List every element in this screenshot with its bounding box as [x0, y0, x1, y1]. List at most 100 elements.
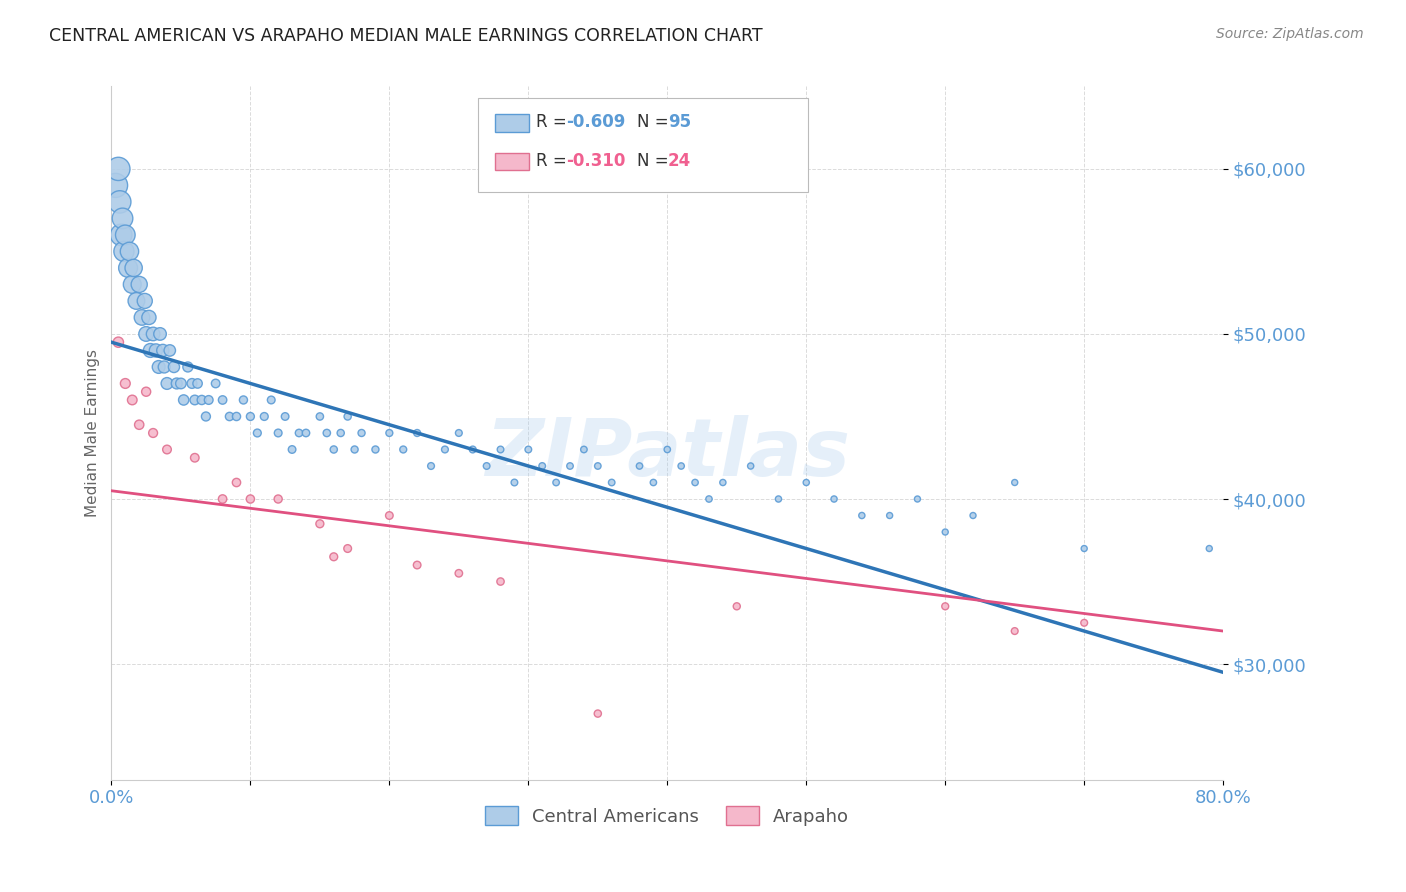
- Point: [600, 475, 623, 490]
- Point: [142, 425, 165, 440]
- Point: [181, 376, 204, 391]
- Text: -0.609: -0.609: [567, 113, 626, 131]
- Point: [572, 442, 595, 457]
- Point: [378, 508, 401, 523]
- Point: [586, 458, 609, 473]
- Text: N =: N =: [637, 152, 673, 169]
- Point: [364, 442, 387, 457]
- Point: [138, 310, 160, 325]
- Point: [166, 376, 188, 391]
- Point: [107, 335, 129, 350]
- Point: [112, 244, 135, 259]
- Point: [239, 491, 262, 506]
- Text: 95: 95: [668, 113, 690, 131]
- Text: R =: R =: [536, 152, 572, 169]
- Point: [122, 260, 145, 275]
- Point: [657, 442, 679, 457]
- Point: [246, 425, 269, 440]
- Point: [503, 475, 526, 490]
- Legend: Central Americans, Arapaho: Central Americans, Arapaho: [478, 799, 856, 833]
- Point: [173, 392, 195, 407]
- Point: [239, 409, 262, 424]
- Text: R =: R =: [536, 113, 572, 131]
- Point: [322, 549, 344, 564]
- Point: [697, 491, 720, 506]
- Point: [218, 409, 240, 424]
- Point: [125, 293, 148, 308]
- Point: [108, 194, 131, 209]
- Point: [934, 524, 956, 539]
- Point: [159, 343, 181, 358]
- Point: [211, 491, 233, 506]
- Point: [163, 359, 186, 374]
- Point: [1073, 541, 1095, 556]
- Point: [725, 599, 748, 614]
- Point: [489, 574, 512, 589]
- Point: [336, 541, 359, 556]
- Point: [489, 442, 512, 457]
- Point: [879, 508, 901, 523]
- Point: [111, 211, 134, 226]
- Point: [683, 475, 706, 490]
- Point: [153, 359, 176, 374]
- Point: [253, 409, 276, 424]
- Point: [962, 508, 984, 523]
- Point: [288, 425, 311, 440]
- Point: [211, 392, 233, 407]
- Point: [177, 359, 200, 374]
- Point: [121, 392, 143, 407]
- Point: [131, 310, 153, 325]
- Point: [329, 425, 352, 440]
- Point: [267, 491, 290, 506]
- Point: [669, 458, 692, 473]
- Point: [170, 376, 193, 391]
- Point: [281, 442, 304, 457]
- Point: [194, 409, 217, 424]
- Point: [336, 409, 359, 424]
- Point: [433, 442, 456, 457]
- Point: [392, 442, 415, 457]
- Point: [110, 227, 132, 242]
- Point: [794, 475, 817, 490]
- Point: [142, 326, 165, 341]
- Point: [546, 475, 568, 490]
- Point: [118, 244, 141, 259]
- Point: [1004, 624, 1026, 638]
- Point: [315, 425, 337, 440]
- Point: [343, 442, 366, 457]
- Point: [447, 425, 470, 440]
- Point: [406, 425, 429, 440]
- Point: [1198, 541, 1220, 556]
- Point: [406, 558, 429, 572]
- Text: Source: ZipAtlas.com: Source: ZipAtlas.com: [1216, 27, 1364, 41]
- Point: [187, 376, 209, 391]
- Point: [107, 161, 129, 176]
- Point: [134, 293, 156, 308]
- Point: [475, 458, 498, 473]
- Point: [114, 376, 136, 391]
- Point: [225, 475, 247, 490]
- Point: [135, 326, 157, 341]
- Point: [517, 442, 540, 457]
- Text: -0.310: -0.310: [567, 152, 626, 169]
- Point: [139, 343, 162, 358]
- Point: [184, 450, 207, 465]
- Point: [322, 442, 344, 457]
- Point: [907, 491, 929, 506]
- Point: [350, 425, 373, 440]
- Point: [104, 178, 127, 193]
- Point: [121, 277, 143, 292]
- Point: [420, 458, 443, 473]
- Point: [851, 508, 873, 523]
- Point: [225, 409, 247, 424]
- Point: [184, 392, 207, 407]
- Point: [128, 417, 150, 432]
- Y-axis label: Median Male Earnings: Median Male Earnings: [86, 349, 100, 517]
- Point: [267, 425, 290, 440]
- Point: [378, 425, 401, 440]
- Point: [1073, 615, 1095, 630]
- Text: ZIPatlas: ZIPatlas: [485, 415, 849, 492]
- Point: [152, 343, 174, 358]
- Point: [197, 392, 219, 407]
- Point: [114, 227, 136, 242]
